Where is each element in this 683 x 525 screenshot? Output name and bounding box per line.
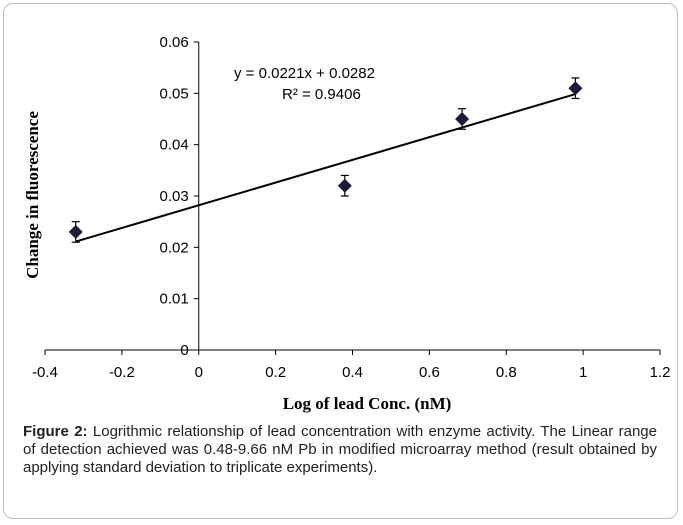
- caption-label: Figure 2:: [23, 423, 88, 440]
- y-tick-label: 0.02: [160, 239, 189, 256]
- trendline-r2: R² = 0.9406: [282, 86, 361, 103]
- axes: [44, 41, 661, 355]
- y-tick-label: 0.04: [160, 137, 189, 154]
- data-point: [455, 112, 470, 126]
- x-tick-label: -0.4: [32, 364, 58, 381]
- x-tick-label: 1: [579, 364, 587, 381]
- caption-text: Logrithmic relationship of lead concentr…: [23, 423, 657, 476]
- y-tick-label: 0.01: [160, 291, 189, 308]
- x-tick-label: 0.2: [265, 364, 286, 381]
- trendline-equation: y = 0.0221x + 0.0282: [234, 65, 375, 82]
- y-tick-label: 0.03: [160, 188, 189, 205]
- data-points: [68, 77, 583, 243]
- tick-labels: 0 0.01 0.02 0.03 0.04 0.05 0.06 -0.4 -0.2 0 0.2 0.4…: [32, 34, 670, 381]
- y-tick-label: 0.06: [160, 34, 189, 51]
- figure-caption: Figure 2: Logrithmic relationship of lea…: [23, 423, 657, 477]
- x-tick-label: 0: [195, 364, 203, 381]
- x-tick-label: -0.2: [109, 364, 135, 381]
- data-point: [68, 224, 83, 239]
- y-axis-title: Change in fluorescence: [23, 111, 42, 279]
- figure-frame: [3, 3, 678, 519]
- data-point: [337, 178, 352, 193]
- trendline-group: [75, 93, 576, 243]
- x-tick-label: 0.4: [342, 364, 363, 381]
- y-tick-label: 0.05: [160, 85, 189, 102]
- scatter-chart: 0 0.01 0.02 0.03 0.04 0.05 0.06 -0.4 -0.2 0 0.2 0.4…: [23, 34, 670, 413]
- x-tick-label: 0.8: [496, 364, 517, 381]
- data-point: [568, 81, 583, 96]
- x-axis-title: Log of lead Conc. (nM): [283, 394, 452, 413]
- x-tick-label: 0.6: [419, 364, 440, 381]
- x-tick-label: 1.2: [650, 364, 671, 381]
- trendline: [75, 93, 576, 243]
- y-tick-label: 0: [180, 342, 188, 359]
